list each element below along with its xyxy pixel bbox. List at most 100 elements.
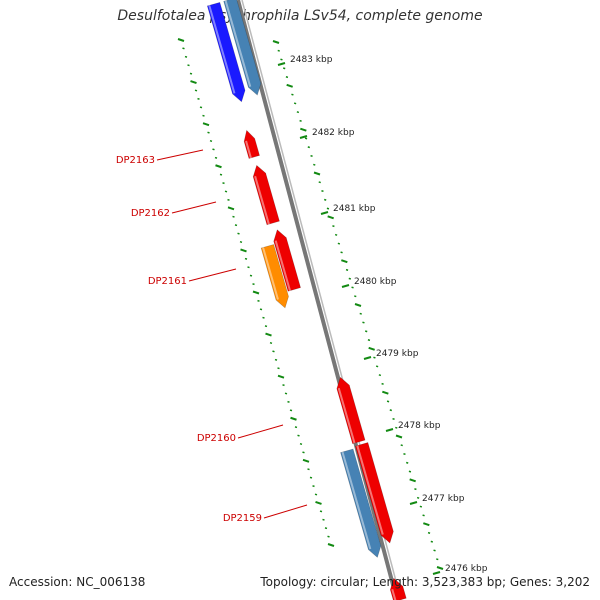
gene-arrow-DP2160[interactable]: [336, 376, 366, 445]
inner-tick-mark: [274, 358, 278, 361]
kbp-tick-label: 2483 kbp: [290, 55, 333, 65]
gene-label-DP2162[interactable]: DP2162: [131, 208, 170, 219]
inner-tick-mark: [202, 114, 205, 117]
gene-label-DP2160[interactable]: DP2160: [197, 433, 236, 444]
inner-tick-mark: [247, 266, 250, 269]
genome-backbone: [236, 0, 399, 600]
outer-tick-mark: [359, 312, 362, 315]
gene-arrow-partial[interactable]: [389, 577, 407, 600]
inner-tick-mark: [209, 139, 213, 143]
gene-arrow-DP2159-blue[interactable]: [340, 448, 382, 558]
inner-tick-mark: [309, 476, 313, 479]
inner-tick-mark: [324, 527, 328, 530]
outer-tick-mark: [354, 295, 357, 298]
outer-tick-mark: [285, 76, 289, 79]
inner-tick-mark: [177, 38, 185, 42]
gene-label-DP2163[interactable]: DP2163: [116, 155, 155, 166]
gene-arrow-DP2162[interactable]: [252, 164, 280, 226]
kbp-major-tick: [277, 62, 286, 66]
gene-label-DP2159[interactable]: DP2159: [223, 513, 262, 524]
gene-label-leader: [263, 504, 308, 519]
inner-tick-mark: [269, 341, 273, 345]
inner-tick-mark: [299, 442, 303, 446]
outer-tick-mark: [416, 496, 420, 499]
outer-tick-mark: [282, 67, 286, 70]
kbp-major-tick: [409, 501, 418, 505]
inner-tick-mark: [237, 232, 240, 235]
gene-label-leader: [156, 149, 204, 161]
gene-arrow-DP2161b[interactable]: [273, 229, 301, 292]
outer-tick-mark: [436, 558, 439, 561]
outer-tick-mark: [373, 356, 376, 359]
inner-tick-mark: [259, 308, 263, 311]
inner-tick-mark: [222, 182, 225, 185]
gene-arrow-DP2161b-shine: [274, 240, 291, 291]
inner-tick-mark: [287, 400, 290, 403]
inner-tick-mark: [257, 299, 260, 302]
outer-tick-mark: [326, 207, 330, 210]
inner-tick-mark: [314, 493, 318, 496]
outer-tick-mark: [351, 286, 354, 289]
outer-tick-mark: [409, 478, 416, 483]
inner-tick-mark: [312, 485, 315, 488]
gene-arrow-DP2159-shine: [356, 445, 384, 535]
gene-arrow-DP2163[interactable]: [243, 129, 260, 159]
inner-tick-mark: [294, 426, 298, 429]
inner-tick-mark: [214, 156, 218, 159]
accession-text: Accession: NC_006138: [9, 575, 146, 589]
outer-tick-mark: [430, 540, 434, 543]
outer-tick-mark: [403, 453, 406, 456]
inner-tick-mark: [202, 122, 210, 127]
inner-tick-mark: [215, 164, 222, 169]
gene-label-leader: [188, 268, 237, 282]
outer-tick-mark: [300, 127, 307, 132]
outer-tick-mark: [337, 242, 341, 245]
outer-tick-mark: [313, 163, 316, 166]
inner-tick-mark: [282, 384, 285, 387]
gene-arrow-blue[interactable]: [206, 1, 246, 103]
outer-tick-mark: [381, 382, 384, 385]
kbp-tick-label: 2481 kbp: [333, 204, 376, 214]
outer-tick-mark: [427, 531, 431, 534]
inner-tick-mark: [184, 55, 188, 58]
outer-tick-mark: [395, 434, 403, 439]
kbp-major-tick: [341, 284, 350, 288]
inner-tick-mark: [302, 451, 305, 454]
kbp-tick-label: 2476 kbp: [445, 564, 488, 574]
outer-tick-mark: [389, 409, 393, 412]
outer-tick-mark: [400, 444, 403, 447]
gene-arrow-DP2160-shine: [337, 387, 356, 444]
inner-tick-mark: [327, 535, 330, 538]
outer-tick-mark: [341, 259, 348, 264]
inner-tick-mark: [190, 80, 197, 85]
inner-tick-mark: [262, 316, 265, 319]
outer-tick-mark: [395, 426, 398, 429]
gene-arrow-DP2161[interactable]: [260, 244, 289, 309]
inner-tick-mark: [315, 500, 322, 505]
genome-summary-text: Topology: circular; Length: 3,523,383 bp…: [260, 575, 590, 589]
gene-arrow-DP2159[interactable]: [355, 442, 394, 544]
outer-tick-mark: [318, 181, 321, 184]
gene-arrow-steelblue[interactable]: [223, 0, 262, 96]
outer-tick-mark: [310, 154, 313, 157]
inner-tick-mark: [240, 248, 247, 253]
inner-tick-mark: [197, 97, 200, 100]
outer-tick-mark: [386, 400, 390, 403]
kbp-major-tick: [299, 135, 308, 139]
inner-tick-mark: [232, 215, 235, 218]
outer-tick-mark: [291, 93, 294, 96]
gene-label-DP2161[interactable]: DP2161: [148, 276, 187, 287]
inner-tick-mark: [297, 434, 300, 437]
outer-tick-mark: [277, 49, 280, 52]
outer-tick-mark: [378, 374, 382, 377]
gene-arrow-partial-shine: [391, 588, 397, 600]
gene-arrow-steelblue-shine: [224, 0, 252, 87]
gene-arrow-DP2163-shine: [245, 140, 252, 159]
outer-tick-mark: [280, 58, 283, 61]
inner-tick-mark: [212, 148, 215, 151]
inner-tick-mark: [207, 131, 210, 134]
inner-tick-mark: [307, 468, 310, 471]
outer-tick-mark: [272, 40, 280, 44]
outer-tick-mark: [323, 198, 327, 201]
